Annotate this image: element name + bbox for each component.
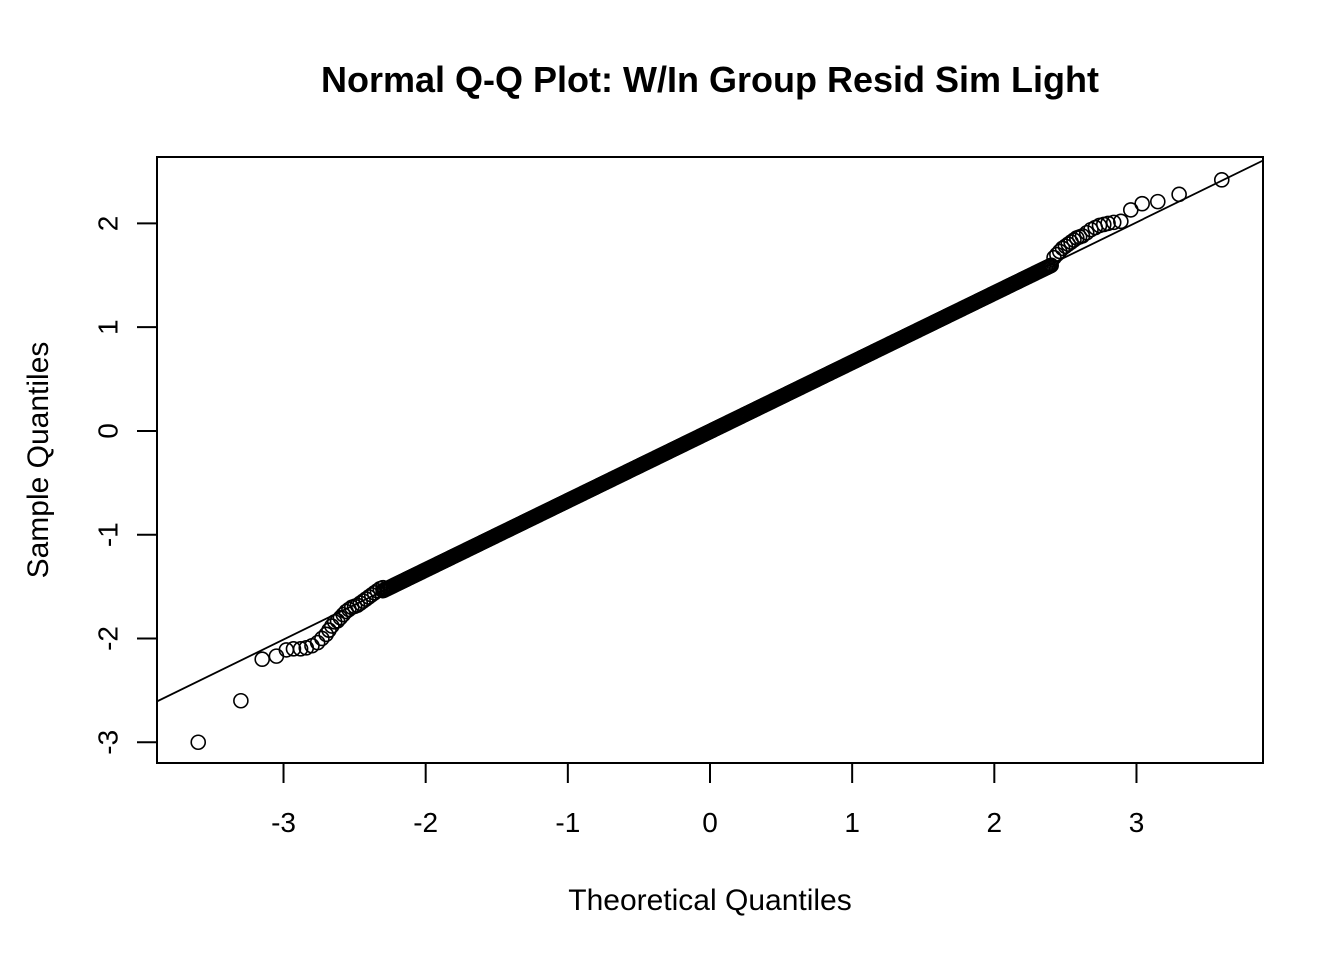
data-point — [318, 626, 334, 643]
x-axis-label: Theoretical Quantiles — [568, 884, 851, 917]
data-point — [1150, 193, 1166, 210]
x-tick-label: 1 — [844, 807, 860, 838]
data-points — [190, 172, 1230, 751]
y-tick-label: 1 — [92, 319, 123, 335]
data-point — [285, 641, 302, 657]
data-point — [1171, 186, 1187, 203]
data-point — [1100, 215, 1116, 232]
chart-title: Normal Q-Q Plot: W/In Group Resid Sim Li… — [321, 59, 1099, 100]
y-tick-label: -1 — [92, 522, 123, 547]
data-point — [321, 622, 337, 638]
data-point — [1213, 172, 1230, 188]
y-axis-label: Sample Quantiles — [22, 342, 55, 579]
y-tick-label: 0 — [92, 423, 123, 439]
x-tick-label: -3 — [271, 807, 296, 838]
data-point — [1078, 224, 1095, 241]
y-tick-label: 2 — [92, 216, 123, 232]
x-tick-label: 2 — [987, 807, 1003, 838]
x-tick-label: -1 — [555, 807, 580, 838]
data-point — [292, 641, 309, 657]
x-axis: -3 -2 -1 0 1 2 3 — [271, 762, 1145, 838]
x-tick-label: -2 — [413, 807, 438, 838]
y-tick-label: -2 — [92, 626, 123, 651]
data-point — [1134, 195, 1150, 212]
data-point — [1105, 214, 1122, 231]
plot-frame — [156, 156, 1264, 764]
y-axis: -3 -2 -1 0 1 2 — [92, 216, 158, 755]
data-point — [233, 692, 249, 709]
data-point — [309, 634, 326, 651]
data-point — [375, 579, 391, 596]
y-tick-label: -3 — [92, 730, 123, 755]
data-point — [190, 734, 207, 751]
data-point — [268, 648, 285, 664]
x-tick-label: 3 — [1129, 807, 1145, 838]
x-tick-label: 0 — [702, 807, 718, 838]
data-point — [324, 618, 340, 634]
data-point — [1113, 213, 1129, 230]
data-point — [254, 651, 270, 668]
data-point — [314, 630, 330, 647]
